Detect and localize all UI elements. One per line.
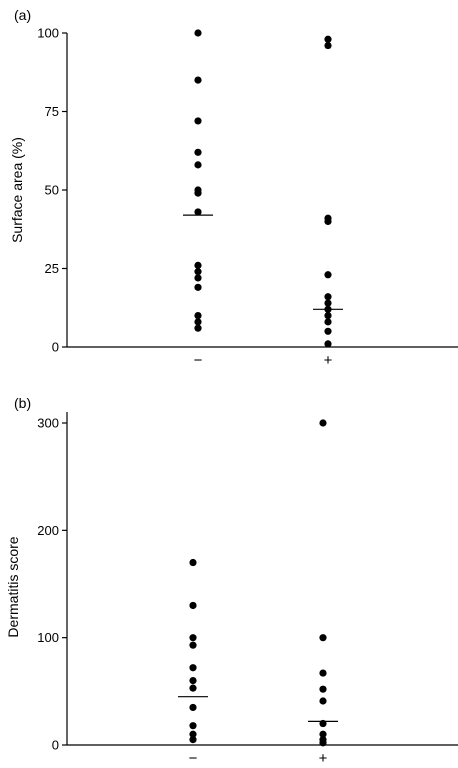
panel-a-data-point [194,312,202,320]
panel-a-y-axis-title: Surface area (%) [9,137,25,243]
panel-a-data-point [194,324,202,332]
panel-b-data-point [319,685,327,693]
panel-b-y-ticks: 0 100 200 300 [37,416,67,753]
panel-b-data-point [189,601,197,610]
panel-a-data-point [324,327,332,335]
panel-a-data-point [194,208,202,216]
panel-a-data-point [324,318,332,326]
panel-a-y-tick-label: 25 [45,261,59,276]
panel-a-y-tick-label: 100 [37,26,59,41]
panel-a-data-point [194,148,202,156]
panel-a-data-point [194,29,202,37]
panel-a-category-minus: − [194,352,203,369]
panel-a-data-point [324,217,332,225]
panel-b-category-minus: − [189,750,198,767]
panel-b-data-point [189,634,197,642]
panel-b-data-point [189,677,197,685]
panel-b-data-point [319,419,327,427]
panel-b-category-plus: + [319,750,328,767]
panel-b-data-point [189,703,197,712]
panel-a-y-tick-label: 50 [45,183,59,198]
panel-b-data-point [319,730,327,738]
panel-b-points [189,419,327,747]
panel-a-y-tick-label: 0 [52,340,59,355]
panel-a-data-point [324,312,332,320]
panel-b-data-point [189,722,197,730]
panel-b-y-tick-label: 100 [37,630,59,645]
panel-a-data-point [324,271,332,279]
panel-a-data-point [324,293,332,301]
panel-a-data-point [194,261,202,269]
panel-a-data-point [194,318,202,326]
panel-b-data-point [189,641,197,649]
panel-a-data-point [194,274,202,282]
panel-a-data-point [194,161,202,169]
panel-a-data-point [194,189,202,197]
panel-b-data-point [189,730,197,738]
panel-a-label: (a) [14,7,31,23]
panel-a-y-ticks: 0 25 50 75 100 [37,26,67,355]
panel-b-data-point [319,634,327,642]
panel-b-data-point [189,664,197,672]
panel-b-data-point [319,739,327,747]
panel-a-medians [183,214,343,310]
panel-a-data-point [324,299,332,307]
panel-a-data-point [194,117,202,125]
panel-b-data-point [189,736,197,744]
panel-b-medians [178,696,338,722]
panel-a-y-tick-label: 75 [45,104,59,119]
panel-b: (b) Dermatitis score 0 100 200 300 − + [5,395,458,767]
panel-a-data-point [324,340,332,348]
panel-b-y-tick-label: 200 [37,523,59,538]
panel-a-data-point [194,76,202,84]
panel-b-label: (b) [14,395,31,411]
panel-a-points [194,29,332,348]
panel-b-y-axis-title: Dermatitis score [5,536,21,637]
panel-b-data-point [319,669,327,677]
panel-b-data-point [189,684,197,692]
panel-a: (a) Surface area (%) 0 25 50 75 100 − + [9,7,458,369]
panel-a-data-point [324,41,332,50]
panel-a-data-point [324,35,332,43]
panel-a-category-plus: + [324,352,333,369]
panel-a-data-point [194,268,202,276]
panel-b-y-tick-label: 0 [52,738,59,753]
panel-b-data-point [189,558,197,567]
panel-b-data-point [319,697,327,705]
panel-a-data-point [194,283,202,291]
panel-b-y-tick-label: 300 [37,416,59,431]
